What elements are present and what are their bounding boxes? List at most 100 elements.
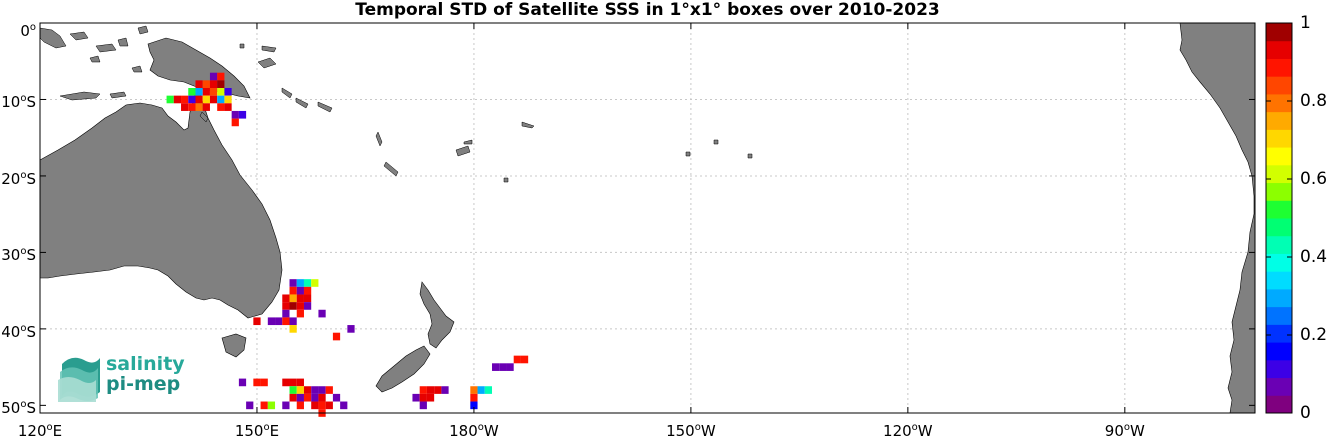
island bbox=[69, 31, 89, 41]
std-cell bbox=[506, 363, 514, 371]
std-cell bbox=[275, 317, 283, 326]
std-cell bbox=[282, 378, 290, 387]
std-cell bbox=[217, 103, 225, 111]
colorbar-segment bbox=[1266, 235, 1292, 254]
std-cell bbox=[318, 393, 326, 402]
std-cell bbox=[282, 401, 290, 410]
std-cell bbox=[181, 95, 189, 104]
colorbar-segment bbox=[1266, 359, 1292, 379]
std-cell bbox=[477, 386, 485, 394]
colorbar-segment bbox=[1266, 111, 1292, 130]
colorbar-segment bbox=[1266, 40, 1292, 59]
std-cell bbox=[195, 95, 203, 104]
logo-text-line1: salinity bbox=[106, 353, 185, 375]
colorbar-tick-label: 0.4 bbox=[1300, 247, 1328, 267]
std-cell bbox=[419, 393, 427, 402]
std-cell bbox=[303, 294, 312, 303]
std-cell bbox=[289, 302, 297, 310]
island bbox=[117, 37, 129, 47]
colorbar-segment bbox=[1266, 253, 1292, 272]
island bbox=[257, 57, 277, 69]
colorbar-segment bbox=[1266, 288, 1292, 308]
std-cell bbox=[231, 110, 239, 119]
std-cell bbox=[296, 386, 304, 394]
std-cell bbox=[303, 386, 312, 394]
std-cell bbox=[202, 103, 210, 111]
std-cell bbox=[325, 401, 333, 410]
std-cell bbox=[419, 386, 427, 394]
std-cell bbox=[209, 80, 218, 88]
std-cell bbox=[513, 355, 521, 364]
std-cell bbox=[282, 294, 290, 303]
island bbox=[295, 97, 309, 109]
colorbar-tick-label: 0 bbox=[1300, 403, 1311, 423]
std-cell bbox=[332, 393, 341, 402]
south-america-landmass bbox=[1179, 22, 1256, 414]
std-cell bbox=[289, 294, 297, 303]
std-cell bbox=[289, 286, 297, 295]
colorbar-tick-marks bbox=[1266, 22, 1292, 414]
std-cell bbox=[426, 393, 435, 402]
island bbox=[131, 65, 143, 73]
colorbar-segment bbox=[1266, 93, 1292, 113]
std-cell bbox=[311, 393, 319, 402]
std-cell bbox=[311, 279, 319, 287]
std-cell bbox=[289, 386, 297, 394]
lon-tick-label: 150oE bbox=[234, 422, 280, 440]
std-cell bbox=[217, 72, 225, 81]
std-cell bbox=[217, 95, 225, 104]
std-cell bbox=[238, 110, 247, 119]
std-cell bbox=[520, 355, 529, 364]
std-cell bbox=[470, 393, 478, 402]
std-cell bbox=[260, 378, 268, 387]
std-cell bbox=[267, 401, 276, 410]
island bbox=[199, 111, 209, 123]
colorbar-segment bbox=[1266, 147, 1292, 166]
std-cell bbox=[209, 95, 218, 104]
map-frame bbox=[39, 22, 1256, 414]
std-cell bbox=[195, 88, 203, 96]
std-cell bbox=[303, 302, 312, 310]
salinity-pi-mep-logo: salinity pi-mep bbox=[58, 352, 188, 402]
tasmania bbox=[221, 333, 247, 358]
colorbar-segment bbox=[1266, 324, 1292, 343]
std-cell bbox=[318, 309, 326, 318]
std-cell bbox=[246, 401, 254, 410]
std-cell bbox=[332, 332, 341, 341]
std-cell bbox=[188, 88, 196, 96]
colorbar-segment bbox=[1266, 271, 1292, 290]
std-cells bbox=[166, 72, 529, 417]
island bbox=[137, 25, 149, 35]
island bbox=[375, 131, 383, 147]
std-cell bbox=[195, 80, 203, 88]
logo-text-line2: pi-mep bbox=[106, 373, 181, 395]
colorbar bbox=[1266, 23, 1292, 414]
std-cell bbox=[296, 393, 304, 402]
std-cell bbox=[296, 401, 304, 410]
std-cell bbox=[289, 325, 297, 333]
australia-landmass bbox=[39, 84, 283, 319]
std-cell bbox=[209, 72, 218, 81]
colorbar-segment bbox=[1266, 76, 1292, 95]
std-cell bbox=[253, 378, 261, 387]
std-cell bbox=[224, 95, 232, 104]
std-cell bbox=[296, 279, 304, 287]
lat-tick-label: 0o bbox=[20, 22, 36, 40]
colorbar-segment bbox=[1266, 164, 1292, 184]
std-cell bbox=[289, 378, 297, 387]
island bbox=[503, 177, 509, 183]
colorbar-segment bbox=[1266, 129, 1292, 148]
chart-title: Temporal STD of Satellite SSS in 1°x1° b… bbox=[355, 0, 940, 20]
std-cell bbox=[434, 386, 442, 394]
colorbar-segment bbox=[1266, 23, 1292, 42]
island bbox=[89, 55, 101, 63]
std-cell bbox=[303, 393, 312, 402]
island bbox=[713, 139, 719, 145]
std-cell bbox=[318, 401, 326, 410]
colorbar-frame bbox=[1265, 22, 1293, 414]
island bbox=[463, 139, 473, 145]
lat-tick-label: 20oS bbox=[1, 169, 36, 188]
colorbar-segment bbox=[1266, 395, 1292, 414]
std-cell bbox=[347, 325, 355, 333]
